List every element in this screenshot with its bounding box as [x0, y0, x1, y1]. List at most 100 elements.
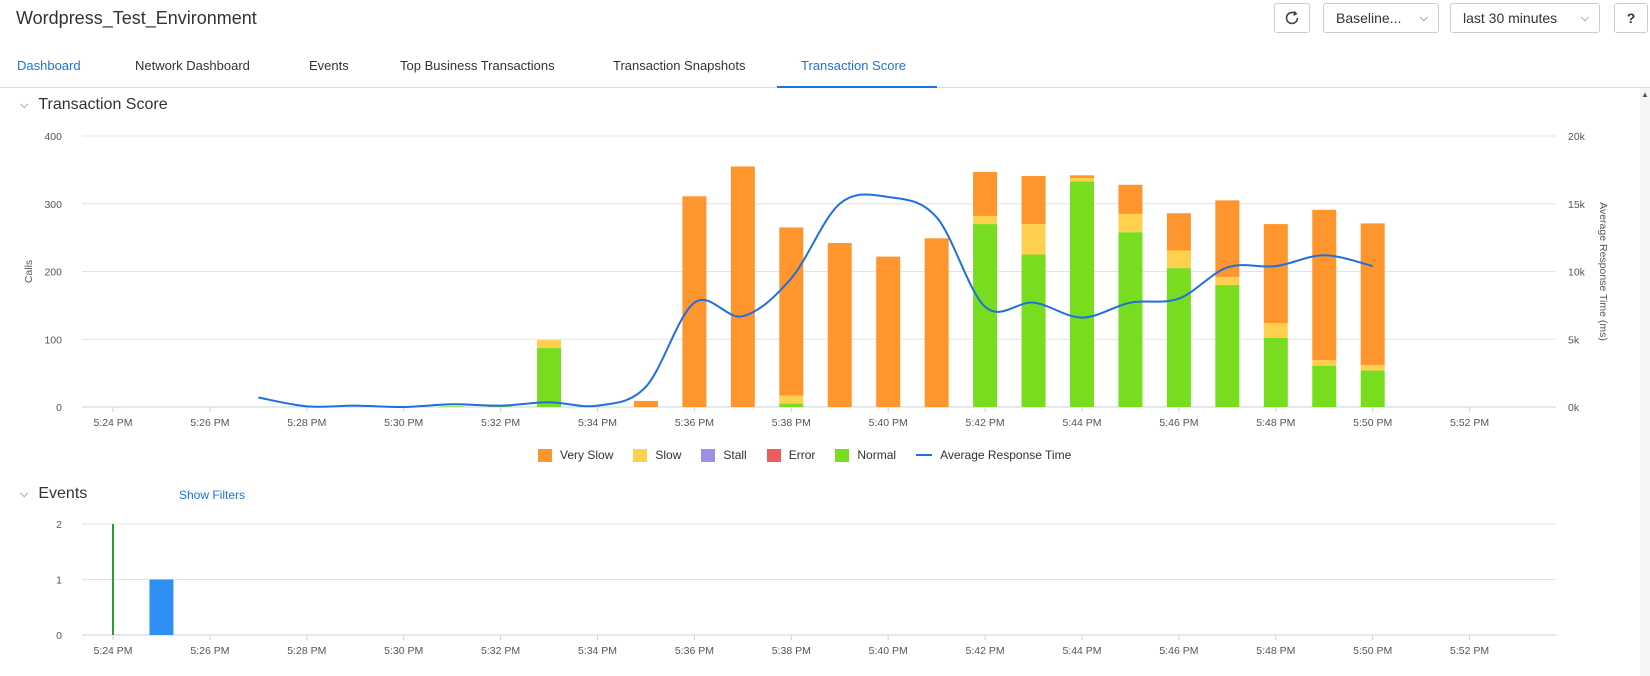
- legend-slow[interactable]: Slow: [633, 448, 681, 462]
- legend-label: Error: [788, 448, 816, 462]
- bar-slow: [1360, 364, 1385, 371]
- x-tick-label: 5:38 PM: [772, 645, 811, 657]
- legend-error[interactable]: Error: [766, 448, 816, 462]
- bar-slow: [1021, 224, 1046, 255]
- legend-average-response-time[interactable]: Average Response Time: [916, 448, 1071, 462]
- x-tick-label: 5:44 PM: [1062, 417, 1101, 429]
- events-header[interactable]: ⌵ Events: [20, 485, 87, 503]
- y-tick-label: 1: [56, 575, 62, 587]
- x-tick-label: 5:48 PM: [1256, 417, 1295, 429]
- bar-very-slow: [730, 166, 755, 407]
- tab-transaction-snapshots[interactable]: Transaction Snapshots: [613, 58, 746, 73]
- active-tab-indicator: [777, 86, 937, 88]
- tab-top-business-transactions[interactable]: Top Business Transactions: [400, 58, 555, 73]
- bar-normal: [1263, 337, 1288, 407]
- legend-label: Slow: [655, 448, 682, 462]
- legend-label: Stall: [723, 448, 747, 462]
- x-tick-label: 5:40 PM: [869, 417, 908, 429]
- bar-slow: [1312, 360, 1337, 366]
- chevron-down-icon: ⌵: [20, 487, 29, 500]
- tab-dashboard[interactable]: Dashboard: [17, 58, 81, 73]
- bar-very-slow: [1215, 200, 1240, 277]
- bar-slow: [1166, 250, 1191, 269]
- legend-very-slow[interactable]: Very Slow: [538, 448, 613, 462]
- bar-very-slow: [1360, 223, 1385, 365]
- bar-normal: [779, 403, 804, 407]
- error-swatch: [766, 448, 781, 462]
- x-tick-label: 5:32 PM: [481, 645, 520, 657]
- show-filters-link[interactable]: Show Filters: [179, 488, 246, 502]
- chart-legend: Very Slow Slow Stall Error Normal Averag…: [538, 448, 1091, 462]
- bar-normal: [973, 224, 998, 407]
- transaction-score-chart: 0 100 200 300 400 0k 5k 10k 15k 20k 5:24 PM 5:26 PM…: [23, 131, 1609, 429]
- y2-tick-label: 15k: [1568, 199, 1586, 211]
- bar-slow: [1070, 178, 1094, 182]
- app-title: Wordpress_Test_Environment: [16, 8, 257, 28]
- scroll-up-icon[interactable]: ▲: [1641, 90, 1649, 99]
- transaction-score-header[interactable]: ⌵ Transaction Score: [20, 96, 168, 114]
- stall-swatch: [701, 448, 716, 462]
- tab-bar: Dashboard Network Dashboard Events Top B…: [0, 44, 1650, 88]
- y-tick-label: 300: [44, 199, 62, 211]
- y2-tick-label: 0k: [1568, 402, 1580, 414]
- x-tick-label: 5:38 PM: [772, 417, 811, 429]
- bar-normal: [1360, 370, 1385, 407]
- tab-transaction-score[interactable]: Transaction Score: [801, 58, 907, 73]
- bar-normal: [440, 406, 465, 407]
- x-tick-label: 5:34 PM: [578, 417, 617, 429]
- x-tick-label: 5:34 PM: [578, 645, 617, 657]
- chevron-down-icon: ⌵: [1580, 11, 1589, 24]
- top-bar: Wordpress_Test_Environment Baseline... ⌵…: [0, 0, 1650, 44]
- tab-network-dashboard[interactable]: Network Dashboard: [135, 58, 250, 73]
- x-tick-label: 5:44 PM: [1062, 645, 1101, 657]
- y-tick-label: 2: [56, 519, 62, 531]
- baseline-dropdown[interactable]: Baseline... ⌵: [1323, 3, 1439, 33]
- y2-tick-label: 5k: [1568, 334, 1580, 346]
- x-tick-label: 5:36 PM: [675, 417, 714, 429]
- slow-swatch: [633, 448, 648, 462]
- x-tick-label: 5:36 PM: [675, 645, 714, 657]
- x-tick-label: 5:24 PM: [93, 645, 132, 657]
- bar-normal: [1215, 285, 1240, 407]
- bar-normal: [537, 348, 562, 407]
- x-tick-label: 5:30 PM: [384, 645, 423, 657]
- y-tick-label: 100: [44, 334, 62, 346]
- x-tick-label: 5:50 PM: [1353, 645, 1392, 657]
- x-tick-label: 5:28 PM: [287, 645, 326, 657]
- bar-very-slow: [924, 238, 949, 407]
- refresh-icon: [1285, 10, 1299, 25]
- bar-very-slow: [633, 400, 658, 407]
- scrollbar[interactable]: [1640, 88, 1650, 676]
- time-range-label: last 30 minutes: [1463, 10, 1558, 26]
- x-tick-label: 5:26 PM: [190, 645, 229, 657]
- normal-swatch: [835, 448, 850, 462]
- bar-slow: [1263, 322, 1288, 338]
- y-tick-label: 400: [44, 131, 62, 143]
- legend-stall[interactable]: Stall: [701, 448, 747, 462]
- bar-slow: [779, 395, 804, 404]
- bar-very-slow: [973, 171, 998, 216]
- x-tick-label: 5:30 PM: [384, 417, 423, 429]
- legend-label: Normal: [857, 448, 897, 462]
- bar-very-slow: [1166, 213, 1191, 251]
- x-tick-label: 5:28 PM: [287, 417, 326, 429]
- x-tick-label: 5:48 PM: [1256, 645, 1295, 657]
- bar-very-slow: [827, 243, 852, 407]
- x-tick-label: 5:46 PM: [1159, 645, 1198, 657]
- chevron-down-icon: ⌵: [20, 98, 29, 111]
- bar-very-slow: [876, 256, 901, 407]
- x-tick-label: 5:42 PM: [966, 417, 1005, 429]
- time-range-dropdown[interactable]: last 30 minutes ⌵: [1450, 3, 1600, 33]
- bar-normal: [1166, 268, 1191, 407]
- tab-events[interactable]: Events: [309, 58, 349, 73]
- x-tick-label: 5:46 PM: [1159, 417, 1198, 429]
- bar-slow: [1215, 276, 1240, 286]
- bar-slow: [537, 339, 562, 349]
- bar-very-slow: [1263, 224, 1288, 323]
- y2-tick-label: 20k: [1568, 131, 1586, 143]
- y-tick-label: 0: [56, 630, 62, 642]
- help-button[interactable]: ?: [1614, 3, 1648, 33]
- refresh-button[interactable]: [1274, 3, 1310, 33]
- legend-normal[interactable]: Normal: [835, 448, 896, 462]
- line-swatch: [916, 454, 933, 456]
